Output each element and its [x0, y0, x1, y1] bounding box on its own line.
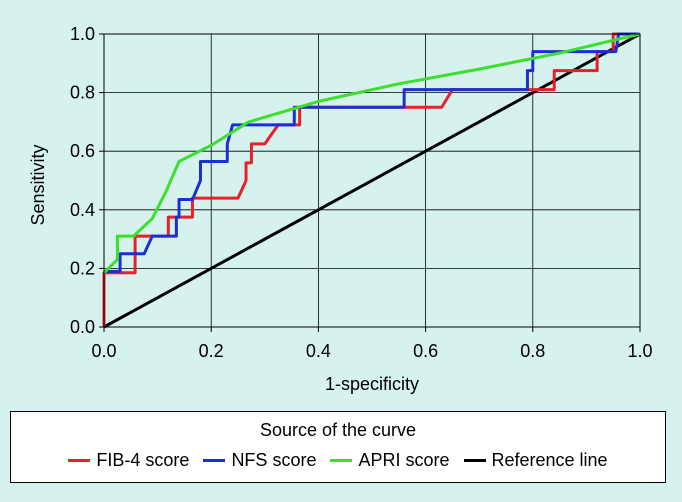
x-tick-label: 0.8	[520, 341, 545, 361]
legend-label: Reference line	[491, 450, 608, 470]
legend-swatch	[203, 459, 226, 462]
y-tick-label: 0.6	[70, 141, 95, 161]
legend-title: Source of the curve	[259, 420, 417, 440]
legend-item: FIB-4 score	[68, 450, 189, 471]
legend-label: APRI score	[358, 450, 450, 470]
x-tick-label: 0.2	[199, 341, 224, 361]
legend-items: FIB-4 score NFS score APRI score Reference …	[11, 450, 665, 471]
y-tick-label: 0.8	[70, 83, 95, 103]
y-tick-label: 0.4	[70, 200, 95, 220]
legend: Source of the curve FIB-4 score NFS score…	[10, 411, 666, 483]
legend-swatch	[330, 459, 353, 462]
legend-swatch	[463, 459, 486, 462]
y-tick-label: 1.0	[70, 24, 95, 44]
x-tick-label: 1.0	[627, 341, 652, 361]
y-tick-label: 0.0	[70, 317, 95, 337]
legend-swatch	[68, 459, 91, 462]
series-line-fib-4-score	[102, 32, 640, 327]
y-tick-label: 0.2	[70, 258, 95, 278]
legend-item: APRI score	[330, 450, 450, 471]
legend-label: NFS score	[231, 450, 317, 470]
series-line-nfs-score	[104, 32, 640, 273]
legend-label: FIB-4 score	[96, 450, 190, 470]
legend-item: Reference line	[463, 450, 608, 471]
series-line-reference-line	[103, 32, 641, 329]
series-lines	[102, 32, 641, 329]
x-axis-label: 1-specificity	[325, 374, 419, 394]
plot-frame	[103, 33, 641, 328]
x-tick-label: 0.6	[413, 341, 438, 361]
x-tick-label: 0.4	[306, 341, 331, 361]
x-tick-label: 0.0	[91, 341, 116, 361]
roc-chart: 0.0 0.2 0.4 0.6 0.8 1.0 0.0 0.2 0.4 0.6 0.8 1.0 1-s…	[28, 24, 653, 394]
legend-item: NFS score	[203, 450, 316, 471]
series-line-apri-score	[102, 32, 641, 274]
axis-ticks: 0.0 0.2 0.4 0.6 0.8 1.0 0.0 0.2 0.4 0.6 0.8 1.0	[70, 24, 653, 361]
y-axis-label: Sensitivity	[28, 144, 48, 225]
